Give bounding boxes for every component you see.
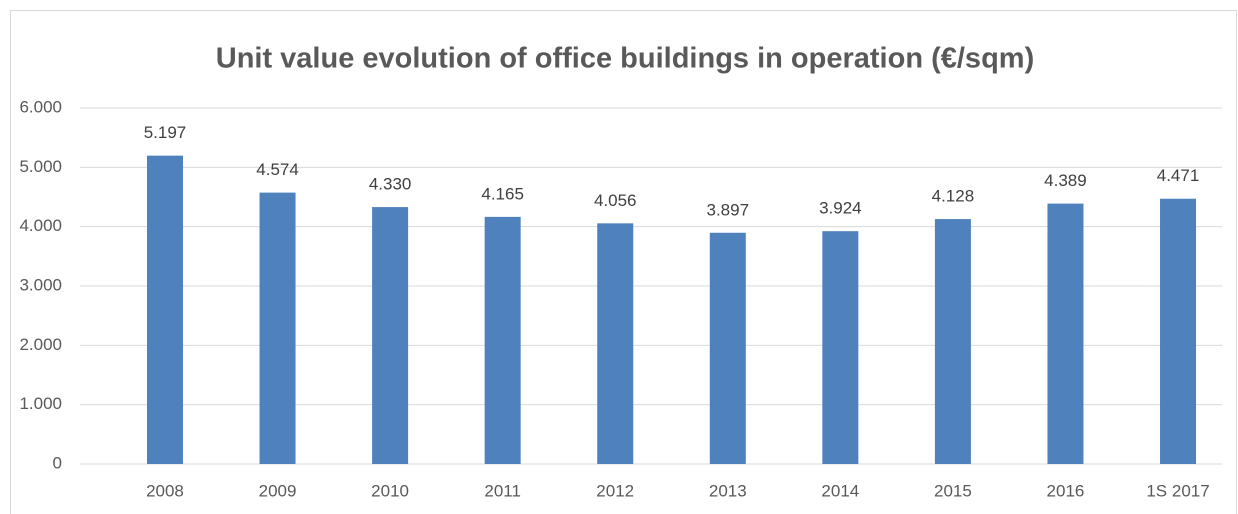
- value-label: 4.165: [481, 184, 524, 203]
- value-label: 3.924: [819, 199, 862, 218]
- value-label: 4.471: [1157, 166, 1200, 185]
- y-tick-label: 1.000: [19, 394, 62, 413]
- x-tick-label: 2009: [259, 481, 297, 500]
- y-tick-label: 3.000: [19, 275, 62, 294]
- x-tick-label: 2014: [821, 481, 859, 500]
- x-tick-label: 2010: [371, 481, 409, 500]
- x-tick-label: 2008: [146, 481, 184, 500]
- bar: [259, 192, 296, 465]
- y-tick-label: 5.000: [19, 157, 62, 176]
- value-label: 4.389: [1044, 171, 1087, 190]
- bar: [146, 155, 183, 465]
- chart-title: Unit value evolution of office buildings…: [216, 43, 1034, 75]
- bar: [1047, 203, 1084, 464]
- bar: [484, 216, 521, 464]
- value-label: 3.897: [707, 200, 750, 219]
- x-tick-label: 1S 2017: [1146, 481, 1209, 500]
- bar: [822, 231, 859, 464]
- value-label: 4.330: [369, 175, 412, 194]
- x-tick-label: 2012: [596, 481, 634, 500]
- value-label: 4.056: [594, 191, 637, 210]
- y-tick-label: 6.000: [19, 97, 62, 116]
- bar: [1160, 198, 1197, 464]
- x-tick-label: 2015: [934, 481, 972, 500]
- x-tick-label: 2016: [1047, 481, 1085, 500]
- bar: [934, 219, 971, 464]
- x-tick-label: 2011: [484, 481, 521, 500]
- y-tick-label: 0: [53, 453, 62, 472]
- value-label: 4.128: [932, 187, 975, 206]
- bar: [597, 223, 634, 464]
- bar: [709, 232, 746, 464]
- value-label: 5.197: [144, 123, 187, 142]
- y-tick-label: 4.000: [19, 216, 62, 235]
- bar: [372, 207, 409, 464]
- y-tick-label: 2.000: [19, 335, 62, 354]
- x-tick-label: 2013: [709, 481, 747, 500]
- value-label: 4.574: [256, 160, 299, 179]
